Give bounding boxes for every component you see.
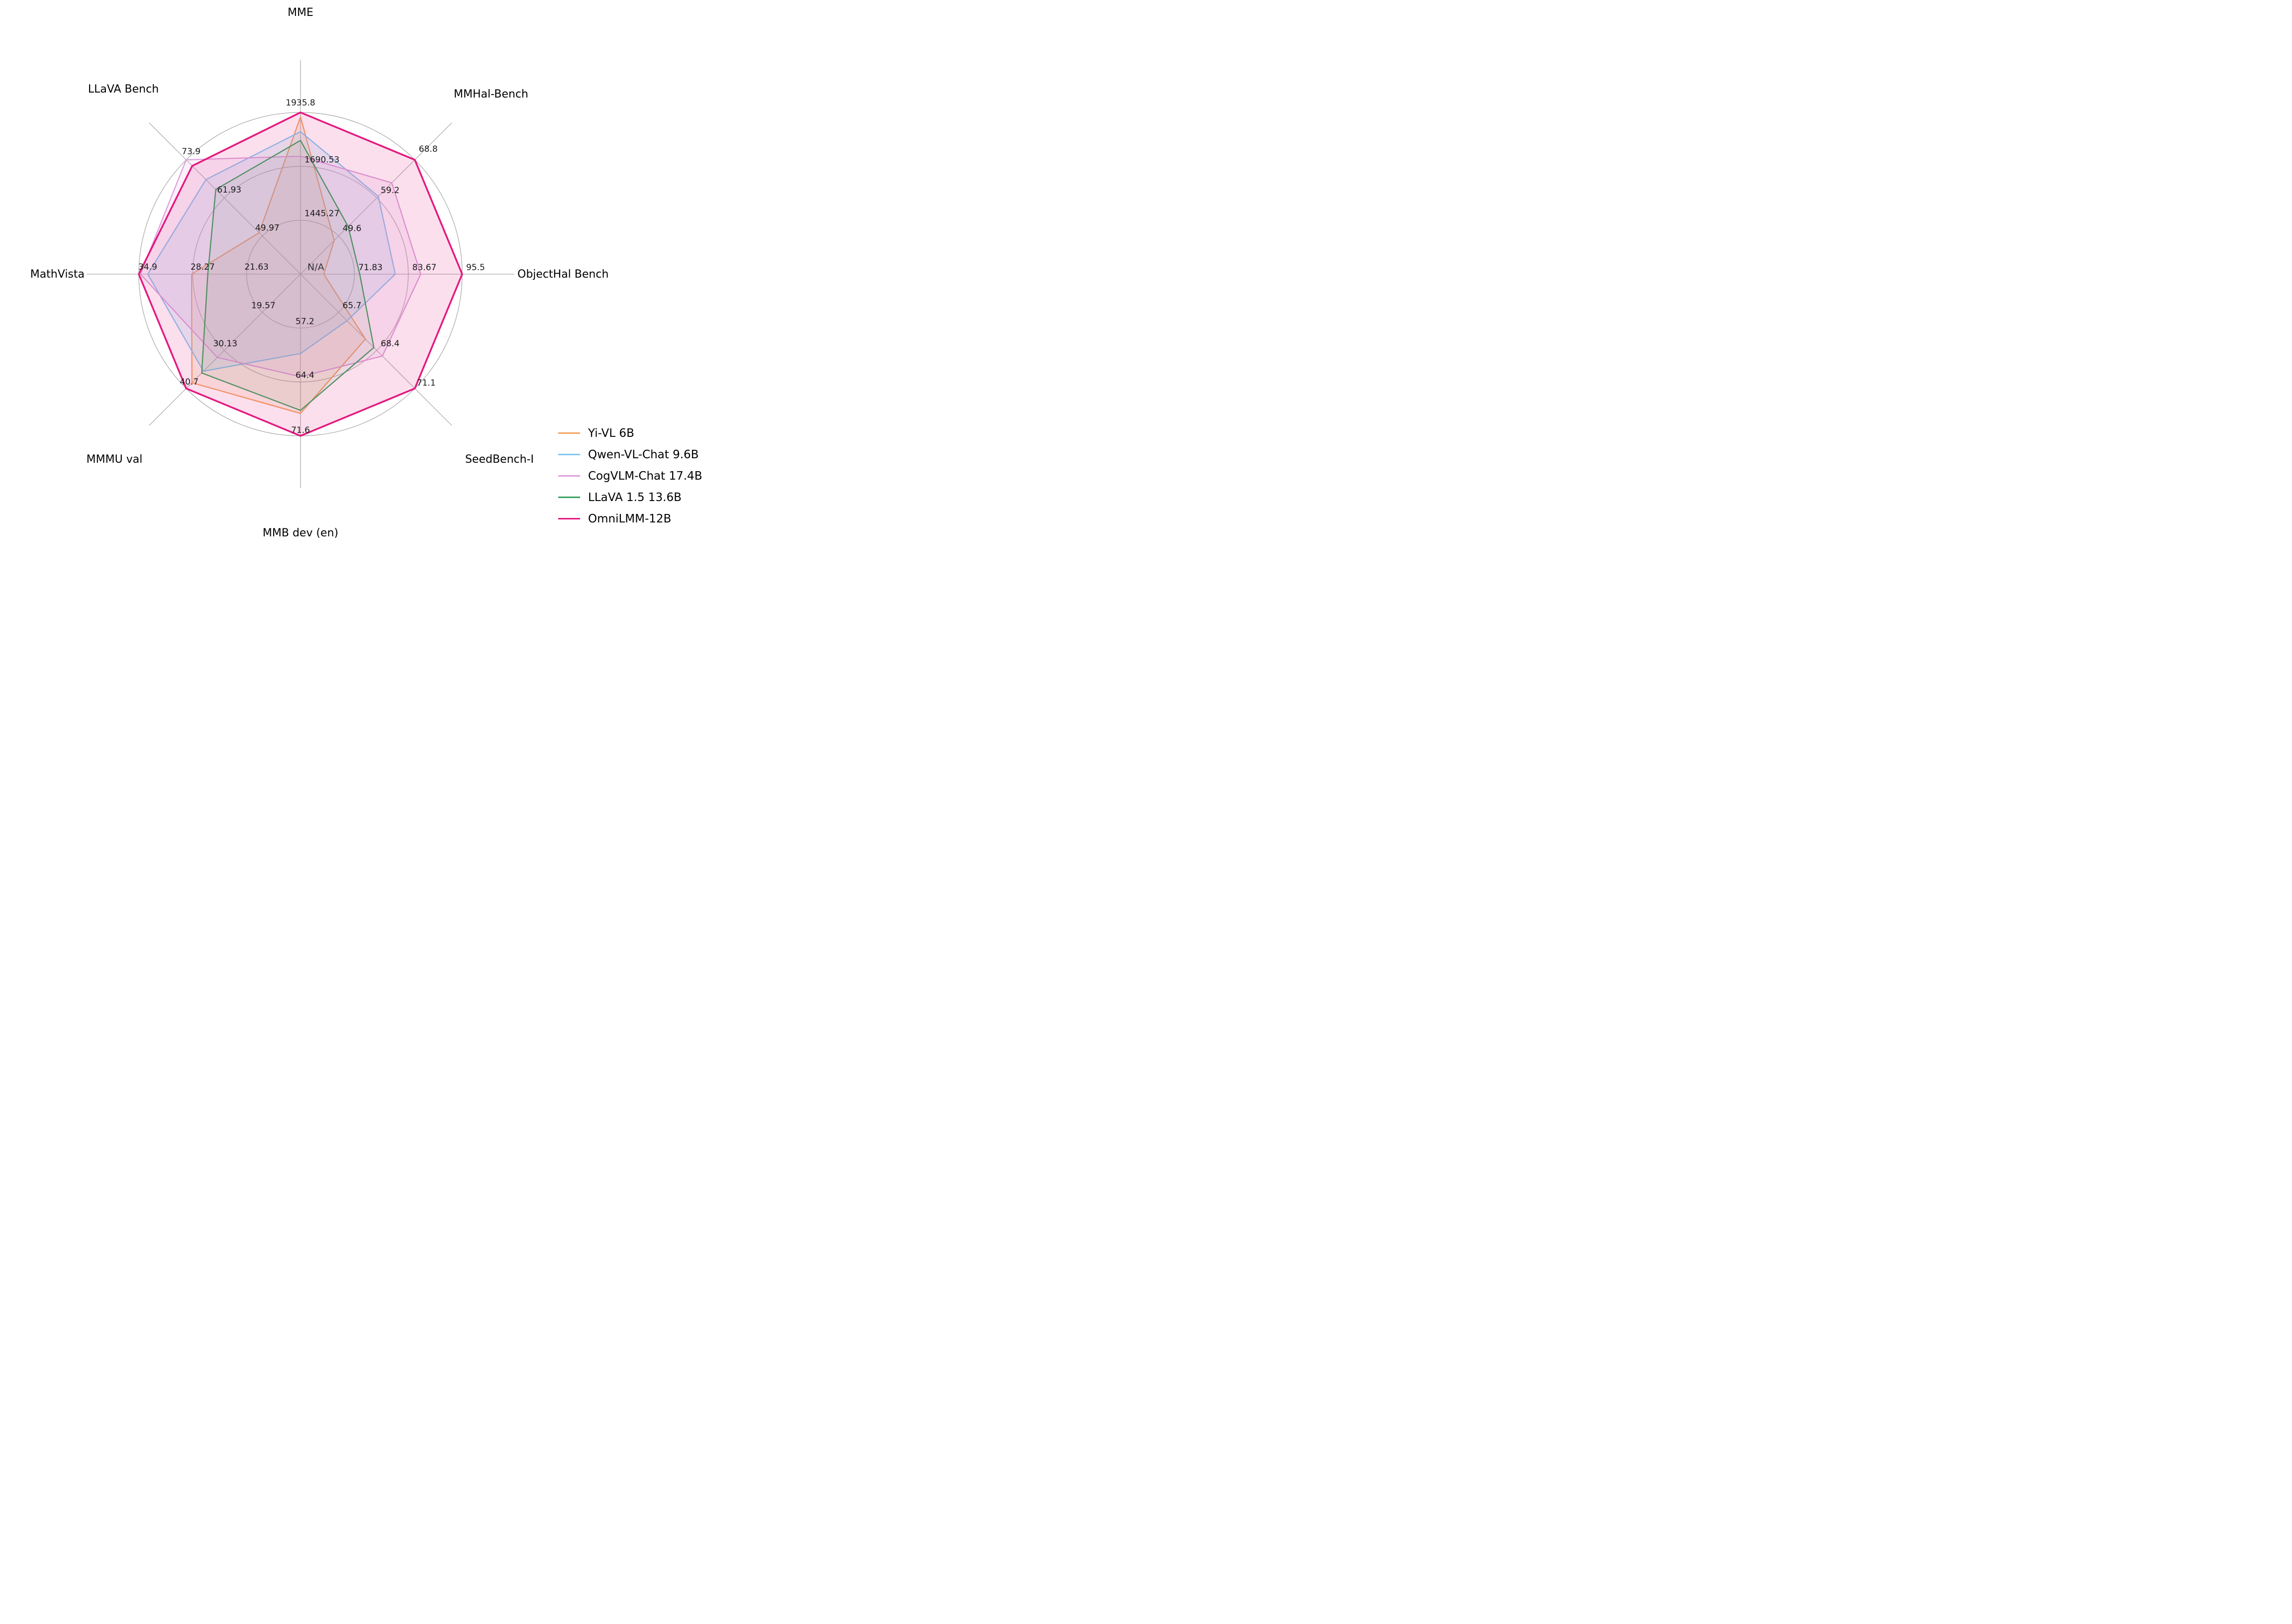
tick-label-mme-1: 1690.53 — [304, 155, 339, 165]
tick-label-objecthal-bench-0: 71.83 — [358, 263, 383, 273]
tick-label-mme-2: 1935.8 — [286, 98, 315, 108]
tick-label-llava-bench-2: 73.9 — [182, 147, 200, 157]
series-polygon-qwen-vl-chat-9-6b — [147, 131, 396, 372]
tick-label-llava-bench-1: 61.93 — [217, 185, 241, 195]
series-polygon-cogvlm-chat-17-4b — [140, 155, 421, 378]
tick-label-mathvista-0: 21.63 — [244, 262, 269, 272]
tick-label-seedbench-i-2: 71.1 — [417, 378, 436, 388]
tick-label-objecthal-bench-1: 83.67 — [412, 263, 437, 273]
axis-spoke-llava-bench — [149, 122, 301, 275]
series-polygon-omnilmm-12b — [138, 111, 463, 437]
tick-label-mmhal-bench-0: 49.6 — [343, 223, 362, 233]
radar-chart-figure: 1445.27 1690.53 1935.8 49.6 59.2 68.8 71.83 83.… — [0, 0, 764, 541]
series-polygon-yi-vl-6b — [191, 116, 366, 414]
tick-label-mme-0: 1445.27 — [304, 209, 339, 219]
legend-swatch-yi-vl-6b — [558, 432, 580, 434]
legend-label-qwen-vl-chat-9-6b: Qwen-VL-Chat 9.6B — [588, 448, 699, 461]
axis-label-mmhal-bench: MMHal-Bench — [454, 88, 528, 101]
tick-label-seedbench-i-0: 65.7 — [343, 301, 362, 311]
legend: Yi-VL 6B Qwen-VL-Chat 9.6B CogVLM-Chat 17.… — [558, 422, 702, 529]
legend-item-cogvlm-chat-17-4b: CogVLM-Chat 17.4B — [558, 465, 702, 487]
tick-label-mmmu-val-2: 40.7 — [180, 377, 199, 387]
tick-label-mmhal-bench-2: 68.8 — [419, 144, 438, 154]
axis-label-llava-bench: LLaVA Bench — [88, 83, 159, 96]
axis-label-mme: MME — [288, 6, 313, 19]
tick-label-mathvista-2: 34.9 — [138, 262, 157, 272]
axis-spoke-mmmu-val — [149, 274, 301, 426]
radar-chart: 1445.27 1690.53 1935.8 49.6 59.2 68.8 71.83 83.… — [30, 6, 609, 539]
legend-swatch-qwen-vl-chat-9-6b — [558, 454, 580, 455]
axis-spoke-mmhal-bench — [300, 122, 452, 275]
legend-item-yi-vl-6b: Yi-VL 6B — [558, 422, 702, 444]
tick-label-mmmu-val-0: 19.57 — [251, 301, 276, 311]
legend-swatch-llava-1-5-13-6b — [558, 497, 580, 498]
tick-label-mmb-dev-en-2: 71.6 — [291, 425, 310, 435]
axis-label-objecthal-bench: ObjectHal Bench — [517, 268, 608, 281]
series-polygon-llava-1-5-13-6b — [201, 140, 375, 411]
legend-label-yi-vl-6b: Yi-VL 6B — [588, 426, 634, 440]
axis-label-mathvista: MathVista — [30, 268, 85, 281]
legend-label-cogvlm-chat-17-4b: CogVLM-Chat 17.4B — [588, 469, 702, 483]
center-tick-label: N/A — [307, 262, 324, 273]
legend-label-omnilmm-12b: OmniLMM-12B — [588, 512, 672, 525]
axis-label-seedbench-i: SeedBench-I — [465, 453, 534, 466]
legend-item-qwen-vl-chat-9-6b: Qwen-VL-Chat 9.6B — [558, 444, 702, 465]
tick-label-objecthal-bench-2: 95.5 — [466, 263, 485, 273]
legend-label-llava-1-5-13-6b: LLaVA 1.5 13.6B — [588, 491, 682, 504]
axis-spoke-seedbench-i — [300, 274, 452, 426]
tick-label-mmb-dev-en-1: 64.4 — [296, 371, 314, 381]
tick-label-mathvista-1: 28.27 — [191, 262, 215, 272]
tick-label-mmhal-bench-1: 59.2 — [381, 186, 399, 196]
tick-label-seedbench-i-1: 68.4 — [381, 339, 399, 349]
tick-label-mmmu-val-1: 30.13 — [213, 339, 237, 349]
legend-swatch-omnilmm-12b — [558, 518, 580, 519]
tick-label-llava-bench-0: 49.97 — [255, 223, 280, 233]
axis-label-mmb-dev-en: MMB dev (en) — [263, 527, 338, 539]
legend-item-llava-1-5-13-6b: LLaVA 1.5 13.6B — [558, 487, 702, 508]
axis-label-mmmu-val: MMMU val — [87, 453, 143, 466]
legend-item-omnilmm-12b: OmniLMM-12B — [558, 508, 702, 529]
tick-label-mmb-dev-en-0: 57.2 — [296, 316, 314, 326]
legend-swatch-cogvlm-chat-17-4b — [558, 475, 580, 477]
